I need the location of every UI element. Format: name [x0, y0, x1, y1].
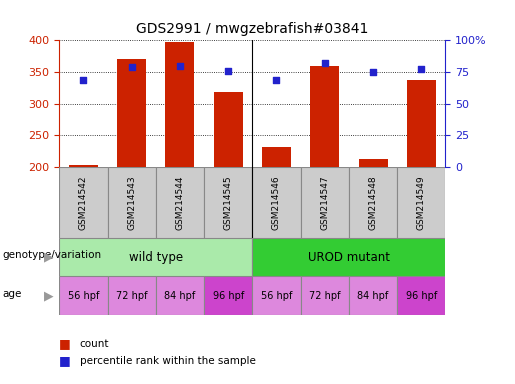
Bar — [301, 167, 349, 238]
Point — [272, 76, 281, 83]
Text: UROD mutant: UROD mutant — [308, 251, 390, 264]
Text: ▶: ▶ — [44, 289, 54, 302]
Bar — [156, 276, 204, 315]
Bar — [407, 79, 436, 167]
Bar — [59, 276, 108, 315]
Text: GSM214543: GSM214543 — [127, 175, 136, 230]
Bar — [349, 167, 397, 238]
Bar — [59, 167, 108, 238]
Point — [128, 64, 136, 70]
Bar — [310, 66, 339, 167]
Text: age: age — [3, 289, 22, 299]
Bar — [156, 167, 204, 238]
Bar — [262, 147, 291, 167]
Point — [224, 68, 232, 74]
Text: ▶: ▶ — [44, 251, 54, 264]
Text: 96 hpf: 96 hpf — [213, 291, 244, 301]
Bar — [59, 238, 252, 276]
Bar — [252, 276, 301, 315]
Bar — [358, 159, 388, 167]
Bar — [117, 59, 146, 167]
Text: 84 hpf: 84 hpf — [357, 291, 389, 301]
Text: 72 hpf: 72 hpf — [116, 291, 147, 301]
Bar — [252, 238, 445, 276]
Text: 72 hpf: 72 hpf — [309, 291, 340, 301]
Point — [79, 76, 88, 83]
Text: 96 hpf: 96 hpf — [406, 291, 437, 301]
Text: 84 hpf: 84 hpf — [164, 291, 196, 301]
Bar — [397, 167, 445, 238]
Text: GSM214544: GSM214544 — [176, 175, 184, 230]
Point — [176, 63, 184, 69]
Text: ■: ■ — [59, 337, 71, 350]
Text: 56 hpf: 56 hpf — [261, 291, 292, 301]
Text: GSM214547: GSM214547 — [320, 175, 329, 230]
Bar — [349, 276, 397, 315]
Bar — [397, 276, 445, 315]
Bar — [204, 167, 252, 238]
Point — [321, 60, 329, 66]
Bar — [214, 92, 243, 167]
Bar — [165, 41, 194, 167]
Bar — [69, 165, 98, 167]
Text: GSM214546: GSM214546 — [272, 175, 281, 230]
Text: genotype/variation: genotype/variation — [3, 250, 101, 260]
Text: GSM214549: GSM214549 — [417, 175, 426, 230]
Text: ■: ■ — [59, 354, 71, 367]
Text: wild type: wild type — [129, 251, 183, 264]
Point — [369, 69, 377, 75]
Bar — [108, 167, 156, 238]
Bar — [108, 276, 156, 315]
Point — [417, 66, 425, 73]
Bar — [252, 167, 301, 238]
Bar — [204, 276, 252, 315]
Text: GSM214542: GSM214542 — [79, 175, 88, 230]
Bar — [301, 276, 349, 315]
Text: GSM214545: GSM214545 — [224, 175, 233, 230]
Text: count: count — [80, 339, 109, 349]
Text: percentile rank within the sample: percentile rank within the sample — [80, 356, 256, 366]
Text: GSM214548: GSM214548 — [369, 175, 377, 230]
Text: 56 hpf: 56 hpf — [67, 291, 99, 301]
Title: GDS2991 / mwgzebrafish#03841: GDS2991 / mwgzebrafish#03841 — [136, 22, 369, 36]
